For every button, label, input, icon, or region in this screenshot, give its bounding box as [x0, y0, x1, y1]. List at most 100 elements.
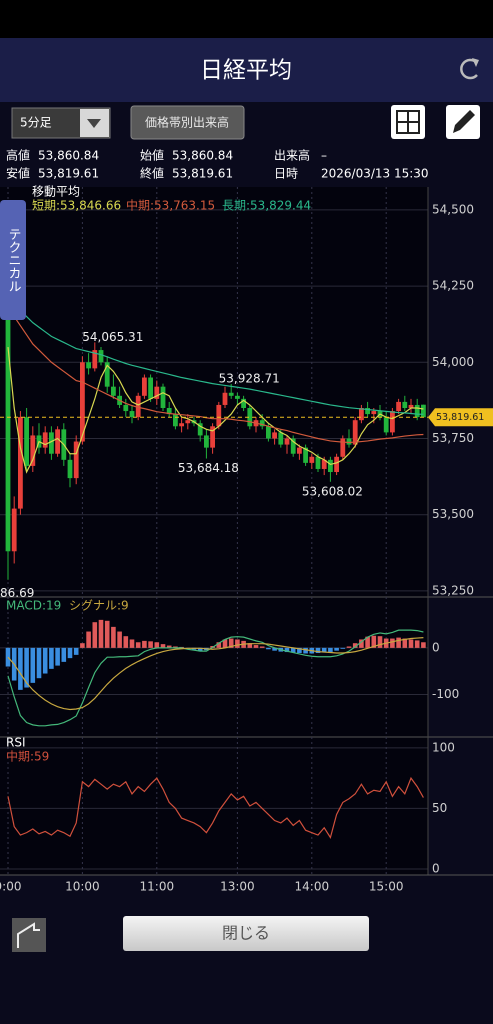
macd-bar: [36, 647, 42, 679]
macd-bar: [253, 645, 259, 648]
series-line: [7, 776, 424, 839]
candle-body: [222, 392, 228, 405]
info-value: 53,819.61: [38, 167, 99, 181]
back-icon[interactable]: [12, 918, 46, 952]
info-value: –: [321, 149, 327, 163]
macd-bar: [377, 636, 383, 648]
refresh-icon[interactable]: [460, 58, 479, 80]
candle-body: [148, 377, 153, 399]
candle-body: [414, 404, 420, 418]
candle-body: [30, 435, 36, 466]
y-tick-label: 53,750: [432, 431, 474, 445]
y-tick-label: 54,500: [432, 202, 474, 216]
series-line: [7, 346, 424, 474]
candle-body: [92, 350, 98, 369]
macd-bar: [222, 639, 228, 648]
series-line: [7, 297, 424, 415]
close-button-label: 閉じる: [222, 924, 270, 943]
info-value: 53,860.84: [38, 149, 99, 163]
legend-entry: 長期:53,829.44: [222, 199, 311, 213]
candle-body: [278, 432, 284, 445]
candle-body: [266, 426, 271, 439]
info-value: 53,860.84: [172, 149, 233, 163]
info-label: 日時: [274, 167, 298, 181]
draw-button[interactable]: [446, 105, 480, 139]
technical-tab[interactable]: [0, 200, 26, 320]
interval-select[interactable]: [11, 107, 111, 139]
candle-body: [272, 432, 277, 439]
candle-body: [315, 456, 321, 469]
macd-bar: [5, 647, 11, 667]
candle-body: [390, 411, 395, 433]
candle-body: [160, 386, 166, 409]
macd-bar: [173, 646, 178, 648]
candle-body: [142, 377, 147, 396]
candle-body: [408, 404, 414, 409]
info-label: 始値: [140, 148, 164, 163]
macd-bar: [303, 647, 308, 654]
candle-body: [80, 362, 85, 442]
macd-bar: [235, 639, 240, 648]
macd-bar: [315, 647, 321, 653]
macd-bar: [297, 647, 302, 653]
price-annotation: 53,928.71: [219, 372, 280, 386]
technical-tab-label: テクニカル: [6, 228, 21, 293]
candle-body: [98, 350, 104, 363]
info-label: 高値: [6, 148, 30, 163]
info-value: 53,819.61: [172, 167, 233, 181]
macd-bar: [216, 642, 222, 648]
candle-body: [359, 408, 364, 421]
info-label: 終値: [140, 166, 164, 181]
status-bar: [0, 0, 493, 38]
y-tick-label: 100: [432, 740, 455, 754]
x-tick-label: 11:00: [140, 880, 175, 894]
macd-bar: [166, 645, 172, 648]
candle-body: [259, 420, 265, 427]
macd-bar: [55, 647, 60, 666]
candle-body: [123, 404, 129, 412]
candle-body: [204, 435, 209, 448]
last-price-label: 53,819.61: [436, 412, 484, 423]
macd-bar: [24, 647, 29, 688]
candle-body: [247, 408, 253, 427]
plot-area: [0, 297, 428, 839]
candle-body: [73, 441, 79, 479]
macd-bar: [334, 647, 339, 651]
candle-body: [5, 307, 11, 552]
candle-body: [111, 386, 116, 396]
candle-body: [173, 414, 178, 427]
candle-body: [340, 438, 346, 457]
candle-body: [67, 459, 73, 479]
macd-bar: [266, 647, 271, 650]
macd-bar: [111, 626, 116, 648]
macd-bar: [42, 647, 48, 674]
candle-body: [328, 459, 333, 473]
macd-bar: [67, 647, 73, 659]
candle-body: [210, 426, 215, 448]
macd-bar: [154, 642, 160, 648]
macd-bar: [408, 639, 414, 648]
macd-bar: [414, 640, 420, 648]
macd-bar: [340, 647, 346, 649]
candle-body: [290, 438, 296, 454]
candle-body: [154, 386, 160, 399]
y-tick-label: 53,500: [432, 507, 474, 521]
macd-bar: [104, 620, 110, 648]
candle-body: [309, 456, 315, 463]
macd-bar: [390, 638, 395, 648]
candle-body: [235, 395, 240, 399]
candle-body: [179, 423, 184, 427]
macd-bar: [160, 644, 166, 648]
legend-entry: 短期:53,846.66: [32, 199, 121, 213]
panel-title: RSI: [6, 736, 26, 750]
candle-body: [86, 362, 91, 369]
x-tick-label: 13:00: [220, 880, 255, 894]
layout-button[interactable]: [391, 105, 425, 139]
volume-button[interactable]: [130, 105, 245, 140]
close-button[interactable]: [123, 916, 369, 951]
candle-body: [216, 404, 222, 427]
candle-body: [197, 423, 203, 436]
macd-bar: [30, 647, 36, 683]
